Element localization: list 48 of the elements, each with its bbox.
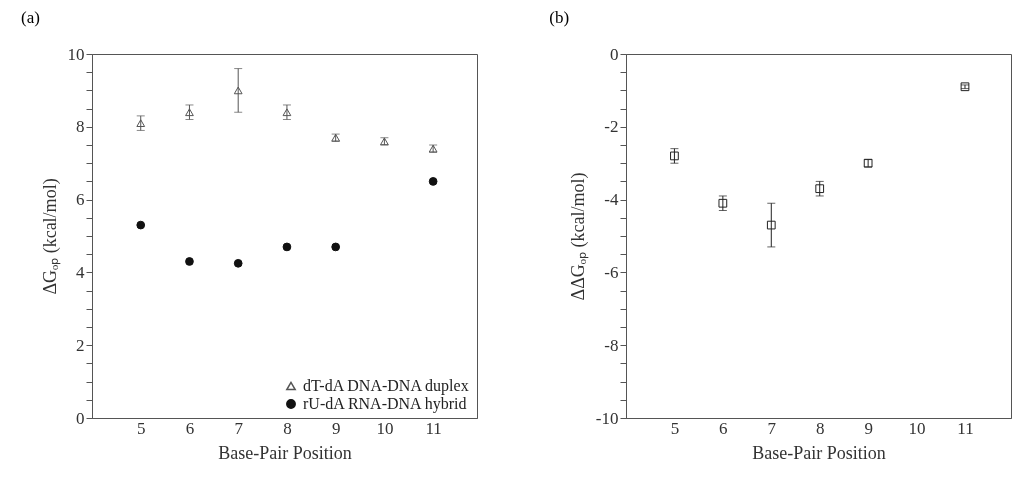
x-tick-label: 11 — [957, 418, 974, 438]
x-tick-label: 9 — [864, 418, 873, 438]
chart-title: (b) — [549, 8, 570, 27]
point — [185, 108, 194, 117]
point — [282, 242, 292, 252]
x-tick-label: 8 — [815, 418, 825, 438]
point — [428, 177, 438, 186]
y-tick-label: 10 — [67, 44, 85, 64]
y-tick-label: 0 — [610, 44, 619, 64]
y-tick-label: -4 — [604, 190, 619, 210]
y-tick-label: -6 — [604, 262, 619, 282]
x-tick-label: 5 — [136, 418, 146, 438]
point — [331, 242, 341, 252]
point — [815, 184, 825, 194]
point — [136, 119, 146, 128]
chart-title: (a) — [21, 8, 40, 27]
y-tick-label: 8 — [76, 117, 85, 137]
y-tick-label: 0 — [76, 408, 85, 428]
point — [766, 220, 776, 230]
point — [185, 257, 194, 266]
y-tick-label: 4 — [76, 262, 85, 282]
legend-label: dT-dA DNA-DNA duplex — [303, 377, 469, 395]
x-tick-label: 11 — [425, 418, 442, 438]
y-tick-label: 2 — [76, 335, 85, 355]
point — [718, 198, 728, 208]
x-axis-title: Base-Pair Position — [752, 442, 886, 463]
x-tick-label: 8 — [283, 418, 292, 438]
x-tick-label: 7 — [767, 418, 777, 438]
legend-label: rU-dA RNA-DNA hybrid — [303, 395, 467, 413]
x-tick-label: 9 — [331, 418, 341, 438]
y-tick-label: -2 — [604, 117, 619, 137]
x-tick-label: 10 — [376, 418, 394, 438]
point — [670, 151, 679, 161]
x-tick-label: 6 — [719, 418, 728, 438]
x-tick-label: 7 — [234, 418, 244, 438]
point — [233, 86, 243, 95]
point — [136, 220, 146, 230]
x-tick-label: 6 — [185, 418, 195, 438]
y-axis-title: ΔGₒₚ (kcal/mol) — [39, 178, 61, 295]
x-tick-label: 5 — [670, 418, 680, 438]
y-tick-label: -10 — [595, 408, 619, 428]
y-axis-title: ΔΔGₒₚ (kcal/mol) — [567, 172, 589, 301]
x-tick-label: 10 — [908, 418, 926, 438]
y-tick-label: -8 — [604, 335, 619, 355]
point — [233, 258, 243, 268]
point — [282, 108, 292, 117]
x-axis-title: Base-Pair Position — [218, 442, 352, 463]
y-tick-label: 6 — [76, 190, 85, 210]
